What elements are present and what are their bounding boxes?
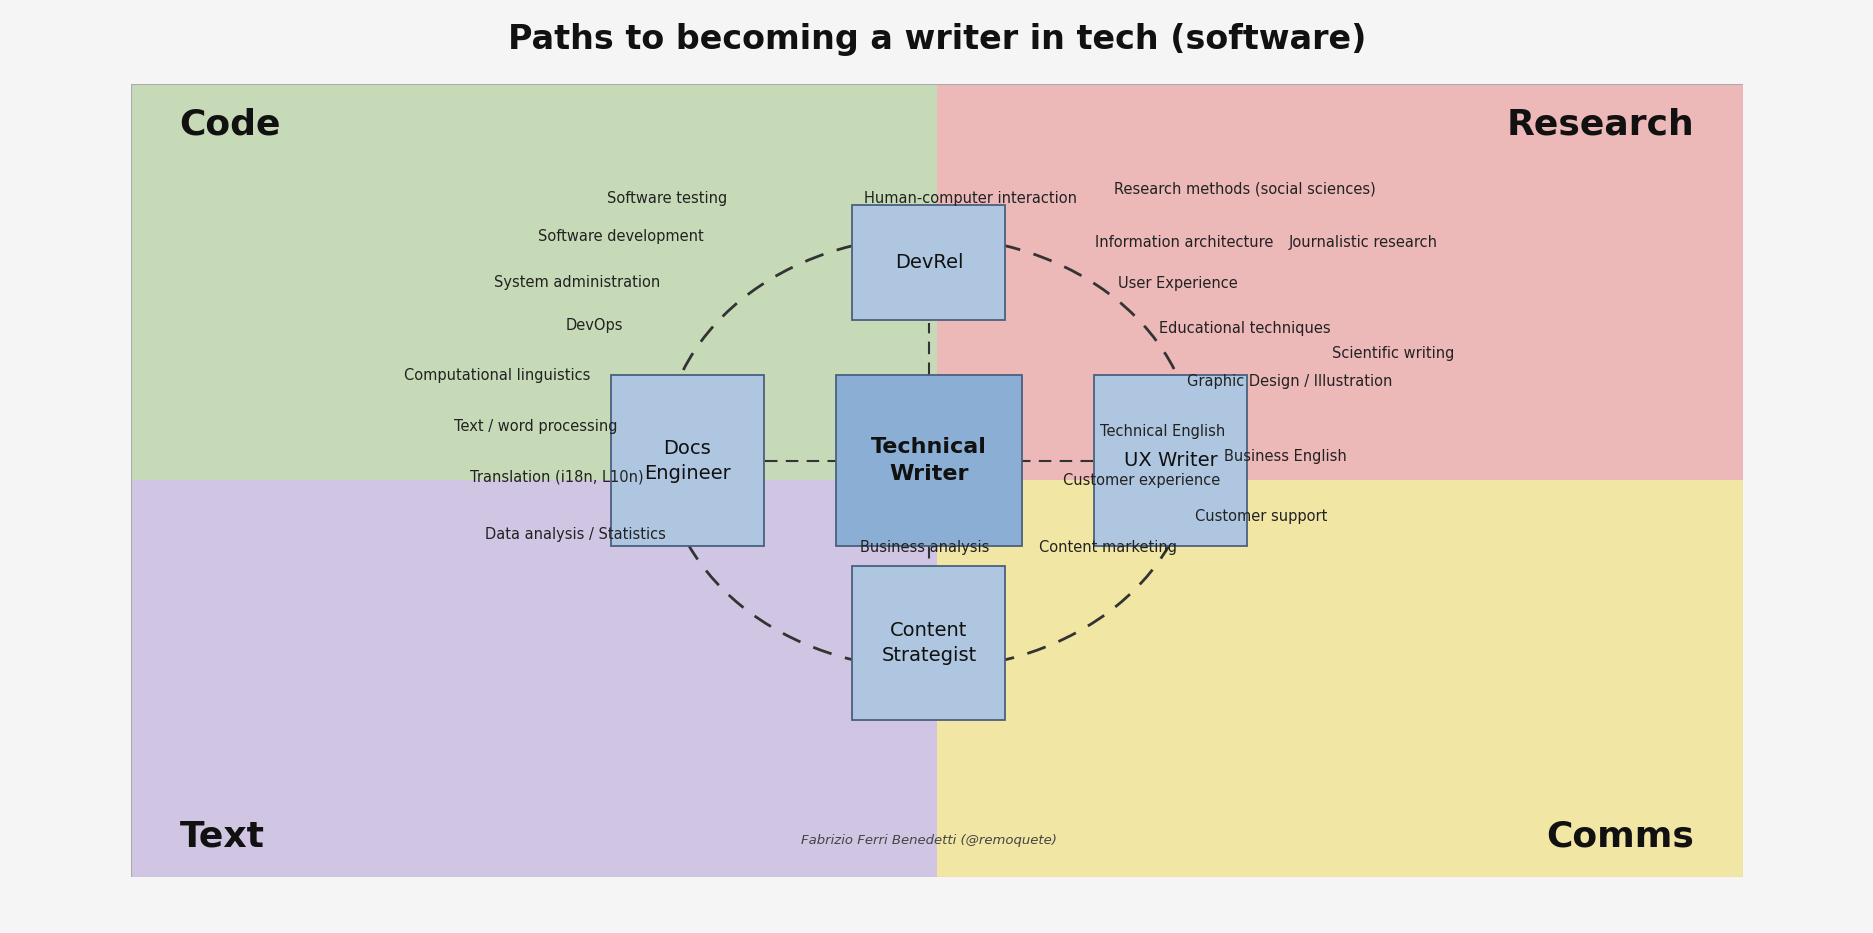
- FancyBboxPatch shape: [1094, 375, 1247, 546]
- Text: Research methods (social sciences): Research methods (social sciences): [1114, 181, 1375, 196]
- FancyBboxPatch shape: [611, 375, 764, 546]
- Text: Technical
Writer: Technical Writer: [871, 438, 987, 484]
- Text: Graphic Design / Illustration: Graphic Design / Illustration: [1186, 374, 1392, 389]
- Text: Fabrizio Ferri Benedetti (@remoquete): Fabrizio Ferri Benedetti (@remoquete): [800, 834, 1056, 847]
- Text: Code: Code: [180, 108, 281, 142]
- Text: Computational linguistics: Computational linguistics: [405, 369, 590, 383]
- Text: User Experience: User Experience: [1116, 276, 1236, 291]
- Text: Text / word processing: Text / word processing: [453, 419, 618, 434]
- Text: Comms: Comms: [1545, 819, 1693, 853]
- FancyBboxPatch shape: [852, 565, 1006, 720]
- FancyBboxPatch shape: [835, 375, 1021, 546]
- Text: DevOps: DevOps: [566, 318, 622, 333]
- Text: Information architecture: Information architecture: [1094, 235, 1272, 250]
- FancyBboxPatch shape: [852, 205, 1006, 320]
- Text: Scientific writing: Scientific writing: [1332, 346, 1453, 361]
- Bar: [131, 480, 936, 877]
- Text: Paths to becoming a writer in tech (software): Paths to becoming a writer in tech (soft…: [508, 23, 1365, 56]
- Text: Technical English: Technical English: [1099, 424, 1225, 439]
- Text: Content
Strategist: Content Strategist: [880, 621, 976, 665]
- Text: Docs
Engineer: Docs Engineer: [644, 439, 730, 482]
- Text: Text: Text: [180, 819, 264, 853]
- Bar: [131, 84, 936, 480]
- Bar: [936, 84, 1742, 480]
- Bar: [936, 480, 1742, 877]
- Text: Data analysis / Statistics: Data analysis / Statistics: [485, 527, 667, 542]
- Text: Customer experience: Customer experience: [1062, 473, 1219, 488]
- Text: Software testing: Software testing: [607, 191, 727, 206]
- Text: Journalistic research: Journalistic research: [1287, 235, 1437, 250]
- Text: Research: Research: [1506, 108, 1693, 142]
- Text: UX Writer: UX Writer: [1124, 452, 1217, 470]
- Text: DevRel: DevRel: [893, 253, 963, 272]
- Text: Customer support: Customer support: [1195, 508, 1326, 523]
- Text: Educational techniques: Educational techniques: [1159, 321, 1330, 336]
- Text: Software development: Software development: [538, 229, 702, 244]
- Text: Translation (i18n, L10n): Translation (i18n, L10n): [470, 469, 642, 484]
- Text: Business analysis: Business analysis: [860, 540, 989, 555]
- Text: Content marketing: Content marketing: [1038, 540, 1176, 555]
- Text: Human-computer interaction: Human-computer interaction: [863, 191, 1077, 206]
- Text: System administration: System administration: [493, 274, 659, 290]
- Text: Business English: Business English: [1223, 449, 1347, 465]
